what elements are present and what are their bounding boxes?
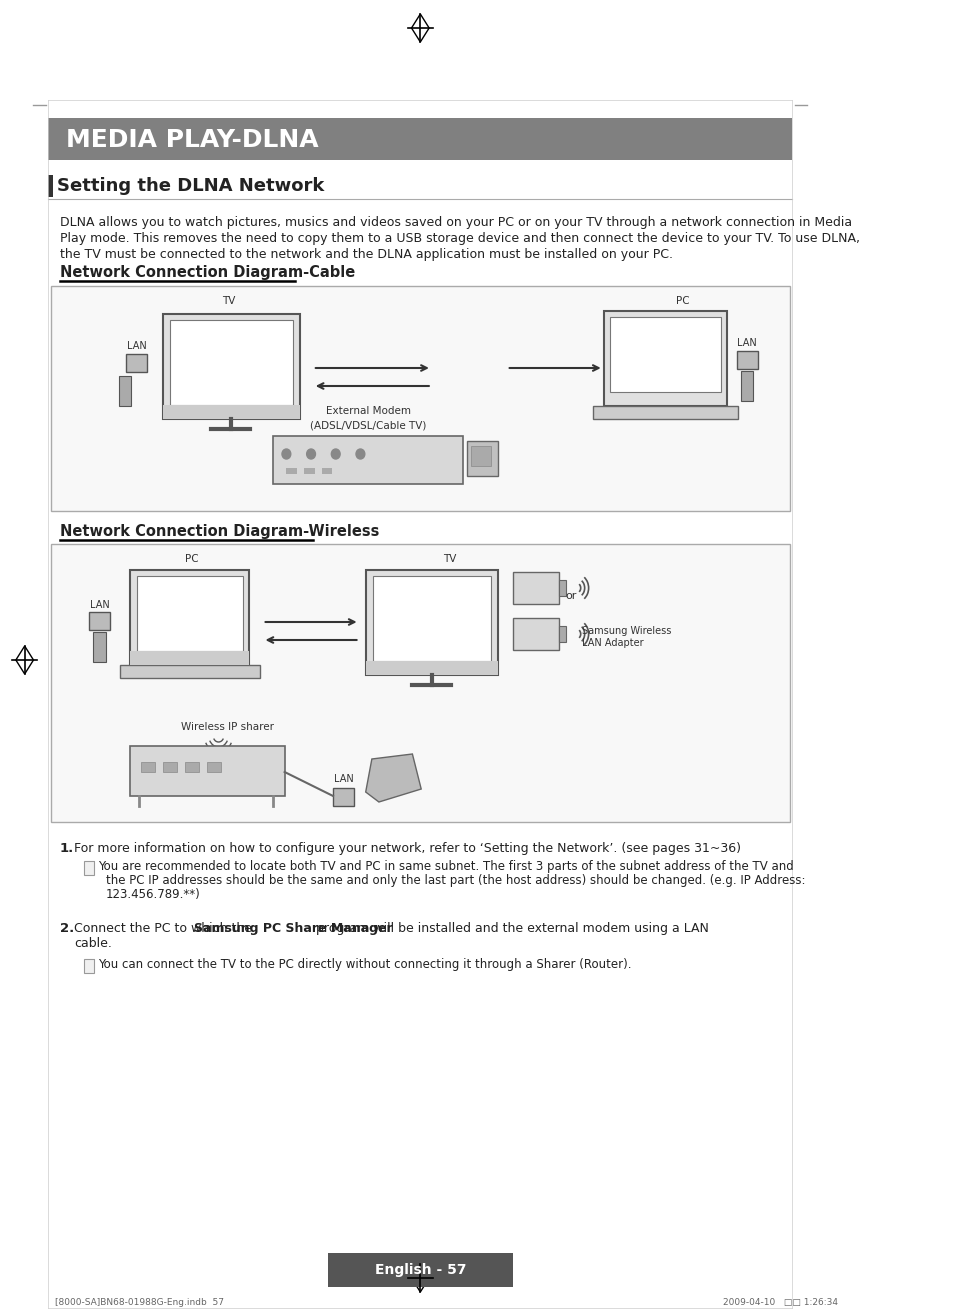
FancyBboxPatch shape bbox=[120, 665, 259, 679]
FancyBboxPatch shape bbox=[558, 580, 565, 596]
Text: TV: TV bbox=[222, 296, 235, 306]
FancyBboxPatch shape bbox=[131, 746, 284, 796]
FancyBboxPatch shape bbox=[333, 788, 354, 806]
Text: LAN Adapter: LAN Adapter bbox=[581, 638, 642, 648]
FancyBboxPatch shape bbox=[136, 576, 243, 651]
FancyBboxPatch shape bbox=[89, 611, 110, 630]
Text: or: or bbox=[565, 590, 577, 601]
Text: Samsung PC Share Manager: Samsung PC Share Manager bbox=[193, 922, 392, 935]
FancyBboxPatch shape bbox=[593, 406, 737, 419]
Text: 123.456.789.**): 123.456.789.**) bbox=[106, 888, 200, 901]
Text: 2.: 2. bbox=[60, 922, 74, 935]
FancyBboxPatch shape bbox=[163, 405, 299, 419]
FancyBboxPatch shape bbox=[373, 576, 490, 661]
Text: Samsung Wireless: Samsung Wireless bbox=[581, 626, 670, 636]
FancyBboxPatch shape bbox=[131, 651, 249, 665]
Circle shape bbox=[306, 448, 315, 459]
FancyBboxPatch shape bbox=[51, 544, 789, 822]
FancyBboxPatch shape bbox=[51, 285, 789, 512]
Text: LAN: LAN bbox=[334, 775, 354, 784]
Circle shape bbox=[355, 448, 364, 459]
FancyBboxPatch shape bbox=[185, 761, 199, 772]
FancyBboxPatch shape bbox=[49, 175, 52, 197]
FancyBboxPatch shape bbox=[609, 317, 720, 392]
Text: Setting the DLNA Network: Setting the DLNA Network bbox=[57, 178, 324, 195]
FancyBboxPatch shape bbox=[93, 633, 106, 661]
FancyBboxPatch shape bbox=[365, 569, 497, 675]
Text: You can connect the TV to the PC directly without connecting it through a Sharer: You can connect the TV to the PC directl… bbox=[98, 959, 631, 970]
FancyBboxPatch shape bbox=[84, 959, 94, 973]
FancyBboxPatch shape bbox=[471, 446, 490, 466]
FancyBboxPatch shape bbox=[141, 761, 155, 772]
FancyBboxPatch shape bbox=[131, 569, 249, 665]
FancyBboxPatch shape bbox=[365, 661, 497, 675]
Text: program will be installed and the external modem using a LAN: program will be installed and the extern… bbox=[312, 922, 708, 935]
Text: Network Connection Diagram-Cable: Network Connection Diagram-Cable bbox=[60, 266, 355, 280]
Polygon shape bbox=[365, 753, 421, 802]
Text: the PC IP addresses should be the same and only the last part (the host address): the PC IP addresses should be the same a… bbox=[106, 874, 804, 888]
Text: Connect the PC to which the: Connect the PC to which the bbox=[74, 922, 255, 935]
Circle shape bbox=[282, 448, 291, 459]
Text: (ADSL/VDSL/Cable TV): (ADSL/VDSL/Cable TV) bbox=[310, 419, 426, 430]
Text: 1.: 1. bbox=[60, 842, 74, 855]
FancyBboxPatch shape bbox=[603, 312, 726, 406]
Text: LAN: LAN bbox=[90, 600, 110, 610]
FancyBboxPatch shape bbox=[558, 626, 565, 642]
Text: LAN: LAN bbox=[737, 338, 757, 348]
FancyBboxPatch shape bbox=[740, 371, 753, 401]
Text: TV: TV bbox=[442, 554, 456, 564]
FancyBboxPatch shape bbox=[736, 351, 757, 370]
Circle shape bbox=[331, 448, 340, 459]
FancyBboxPatch shape bbox=[207, 761, 221, 772]
FancyBboxPatch shape bbox=[304, 468, 314, 473]
Text: Network Connection Diagram-Wireless: Network Connection Diagram-Wireless bbox=[60, 523, 379, 539]
FancyBboxPatch shape bbox=[84, 861, 94, 874]
FancyBboxPatch shape bbox=[513, 572, 558, 604]
FancyBboxPatch shape bbox=[321, 468, 332, 473]
Text: Play mode. This removes the need to copy them to a USB storage device and then c: Play mode. This removes the need to copy… bbox=[60, 231, 859, 245]
FancyBboxPatch shape bbox=[328, 1253, 513, 1287]
Text: PC: PC bbox=[185, 554, 199, 564]
Text: cable.: cable. bbox=[74, 938, 112, 949]
Text: [8000-SA]BN68-01988G-Eng.indb  57: [8000-SA]BN68-01988G-Eng.indb 57 bbox=[54, 1298, 223, 1307]
FancyBboxPatch shape bbox=[126, 354, 147, 372]
FancyBboxPatch shape bbox=[163, 761, 177, 772]
Text: For more information on how to configure your network, refer to ‘Setting the Net: For more information on how to configure… bbox=[74, 842, 740, 855]
FancyBboxPatch shape bbox=[273, 437, 462, 484]
Text: the TV must be connected to the network and the DLNA application must be install: the TV must be connected to the network … bbox=[60, 249, 672, 260]
FancyBboxPatch shape bbox=[119, 376, 132, 406]
FancyBboxPatch shape bbox=[49, 118, 791, 160]
FancyBboxPatch shape bbox=[467, 441, 497, 476]
FancyBboxPatch shape bbox=[170, 320, 293, 405]
Text: LAN: LAN bbox=[127, 341, 147, 351]
FancyBboxPatch shape bbox=[163, 314, 299, 419]
FancyBboxPatch shape bbox=[286, 468, 296, 473]
Text: PC: PC bbox=[676, 296, 689, 306]
Text: 2009-04-10   □□ 1:26:34: 2009-04-10 □□ 1:26:34 bbox=[721, 1298, 837, 1307]
Text: English - 57: English - 57 bbox=[375, 1262, 466, 1277]
FancyBboxPatch shape bbox=[513, 618, 558, 650]
Text: DLNA allows you to watch pictures, musics and videos saved on your PC or on your: DLNA allows you to watch pictures, music… bbox=[60, 216, 851, 229]
Text: MEDIA PLAY-DLNA: MEDIA PLAY-DLNA bbox=[66, 128, 318, 153]
Text: You are recommended to locate both TV and PC in same subnet. The first 3 parts o: You are recommended to locate both TV an… bbox=[98, 860, 793, 873]
Text: Wireless IP sharer: Wireless IP sharer bbox=[181, 722, 274, 732]
Text: External Modem: External Modem bbox=[326, 406, 411, 416]
